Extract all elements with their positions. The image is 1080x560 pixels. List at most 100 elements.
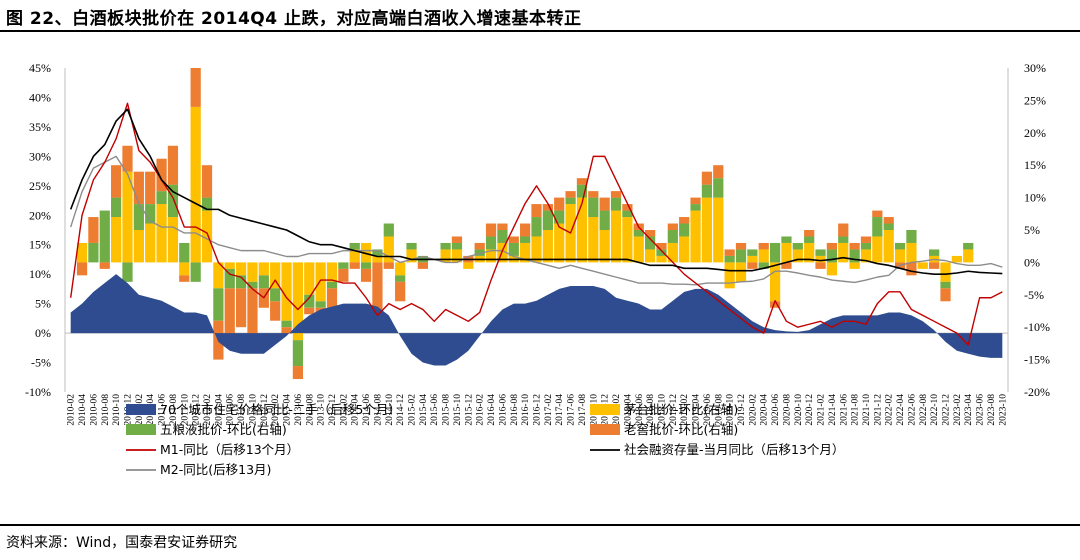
wuliangye-bar (201, 197, 213, 211)
x-tick-label: 2016-12 (533, 394, 543, 426)
laojiao-legend-swatch (590, 424, 620, 435)
wuliangye-bar (383, 223, 394, 237)
x-tick-label: 2016-06 (498, 394, 508, 426)
x-tick-label: 2013-10 (317, 394, 327, 426)
wuliangye-bar (610, 197, 622, 211)
wuliangye-bar (99, 210, 110, 263)
right-tick-label: 10% (1024, 191, 1046, 205)
moutai-bar (281, 262, 292, 321)
laojiao-bar (360, 268, 372, 282)
moutai-bar (610, 210, 622, 263)
wuliangye-bar (656, 249, 667, 256)
x-tick-label: 2018-06 (635, 394, 645, 426)
m2-line (70, 155, 1003, 286)
x-tick-label: 2014-02 (339, 394, 349, 426)
x-tick-label: 2017-02 (544, 394, 554, 426)
tsf-line (69, 108, 1003, 275)
wuliangye-bar (838, 236, 849, 243)
laojiao-bar (724, 249, 735, 256)
right-tick-label: -5% (1024, 288, 1044, 302)
x-tick-label: 2016-02 (476, 394, 486, 426)
x-tick-label: 2016-10 (521, 394, 531, 426)
wuliangye-bar (497, 230, 508, 243)
x-tick-label: 2013-04 (283, 394, 293, 426)
moutai-bar (713, 197, 724, 263)
laojiao-bar (599, 197, 610, 211)
laojiao-bar (167, 145, 179, 185)
wuliangye-bar (406, 242, 417, 250)
x-tick-label: 2012-08 (237, 394, 247, 426)
wuliangye-bar (679, 223, 690, 237)
wuliangye-bar (531, 217, 542, 237)
wuliangye-bar (872, 217, 883, 237)
x-tick-label: 2015-10 (453, 394, 463, 426)
wuliangye-bar (645, 236, 656, 250)
x-tick-label: 2012-04 (214, 394, 224, 426)
moutai-bar (804, 242, 815, 263)
laojiao-bar (179, 275, 190, 282)
x-tick-label: 2015-06 (430, 394, 440, 426)
x-tick-label: 2022-04 (896, 394, 906, 426)
wuliangye-bar (520, 236, 531, 243)
laojiao-bar (224, 288, 235, 341)
x-tick-label: 2019-10 (726, 394, 736, 426)
laojiao-bar (338, 268, 349, 282)
x-tick-label: 2012-10 (248, 394, 258, 426)
moutai-bar (315, 262, 326, 302)
laojiao-bar (610, 191, 622, 198)
chart-legend: 70个城市住宅价格同比-二手（后移5个月） 茅台批价-环比(右轴) 五粮液批价-环比… (126, 402, 844, 477)
moutai-bar (190, 106, 201, 263)
moutai-bar (145, 223, 156, 263)
laojiao-bar (838, 223, 849, 237)
bottom-rule (0, 524, 1080, 526)
x-tick-label: 2017-08 (578, 394, 588, 426)
moutai-bar (849, 262, 860, 269)
laojiao-bar (133, 171, 144, 205)
m1-line (69, 102, 1003, 346)
wuliangye-bar (349, 242, 360, 250)
wuliangye-bar (849, 249, 860, 263)
laojiao-bar (349, 262, 360, 269)
moutai-bar (838, 242, 849, 263)
laojiao-bar (417, 262, 428, 269)
house-legend-swatch (126, 404, 156, 415)
moutai-bar (326, 262, 338, 282)
wuliangye-bar (690, 204, 701, 211)
laojiao-legend-label: 老窖批价-环比(右轴) (624, 422, 738, 437)
wuliangye-bar (440, 242, 451, 250)
laojiao-bar (645, 230, 656, 237)
laojiao-bar (99, 262, 110, 269)
left-tick-label: -5% (31, 356, 51, 370)
laojiao-bar (451, 236, 463, 243)
chart: 45% 40% 35% 30% 25% 20% 15% 10% 5% 0% -5% -10% 30% 25… (25, 61, 1050, 477)
left-tick-label: 25% (29, 179, 51, 193)
moutai-bar (792, 249, 803, 263)
wuliangye-bar (576, 184, 588, 198)
moutai-bar (213, 262, 224, 289)
m2-legend-label: M2-同比(后移13月) (160, 462, 271, 477)
wuliangye-bar (894, 242, 906, 250)
source-note: 资料来源：Wind，国泰君安证券研究 (6, 535, 238, 551)
x-tick-label: 2022-10 (930, 394, 940, 426)
x-tick-label: 2012-06 (226, 394, 236, 426)
laojiao-bar (883, 217, 894, 224)
laojiao-bar (88, 217, 99, 243)
left-tick-label: 40% (29, 90, 51, 104)
moutai-bar (224, 262, 235, 269)
laojiao-bar (201, 165, 213, 198)
moutai-bar (724, 262, 735, 289)
laojiao-bar (701, 171, 713, 185)
right-tick-label: -15% (1024, 353, 1050, 367)
wuliangye-bar (633, 230, 644, 237)
x-tick-label: 2021-02 (817, 394, 827, 426)
moutai-bar (156, 204, 167, 263)
wuliangye-bar (190, 262, 201, 282)
wuliangye-bar (281, 320, 292, 328)
x-tick-label: 2016-08 (510, 394, 520, 426)
x-tick-label: 2012-12 (260, 394, 270, 426)
moutai-bar (270, 262, 281, 289)
wuliangye-bar (929, 249, 940, 256)
x-tick-label: 2021-12 (873, 394, 883, 426)
moutai-bar (554, 223, 565, 263)
wuliangye-bar (474, 249, 485, 256)
